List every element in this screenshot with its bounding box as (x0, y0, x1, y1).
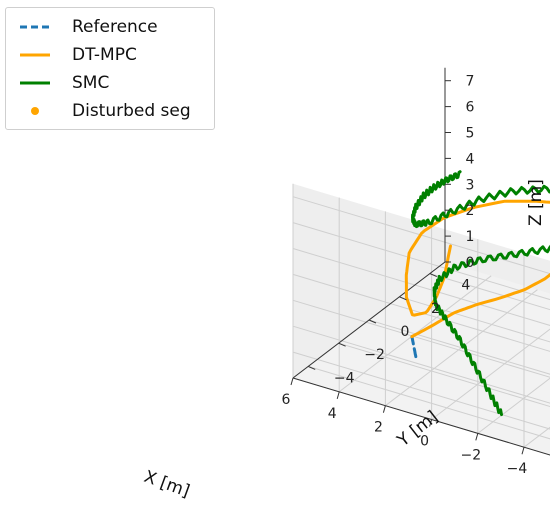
legend-swatch-dt-mpc (14, 42, 56, 68)
y-tick-label: 0 (401, 324, 410, 340)
legend-item-reference: Reference (6, 14, 214, 40)
y-tick-label: 4 (461, 278, 470, 294)
y-tick-label: −2 (364, 347, 385, 363)
legend-item-dt-mpc: DT-MPC (6, 42, 214, 68)
x-tick-label: 6 (282, 392, 291, 408)
x-tick-mark (476, 433, 478, 440)
x-tick-mark (383, 406, 385, 413)
z-tick-label: 5 (466, 126, 475, 142)
z-tick-label: 1 (466, 229, 475, 245)
x-tick-mark (337, 392, 339, 399)
legend-label-disturbed-seg: Disturbed seg (72, 101, 191, 121)
legend-label-reference: Reference (72, 17, 158, 37)
x-tick-label: −2 (460, 447, 481, 463)
z-tick-label: 7 (466, 74, 475, 90)
legend: Reference DT-MPC SMC Disturbed seg (5, 7, 215, 130)
z-tick-label: 2 (466, 203, 475, 219)
z-axis-label: Z [m] (526, 179, 546, 226)
legend-item-smc: SMC (6, 70, 214, 96)
legend-swatch-smc (14, 70, 56, 96)
z-tick-label: 6 (466, 100, 475, 116)
legend-label-dt-mpc: DT-MPC (72, 45, 137, 65)
x-tick-label: 4 (328, 406, 337, 422)
x-tick-label: 2 (374, 420, 383, 436)
z-tick-label: 4 (466, 151, 475, 167)
x-axis-label: X [m] (141, 467, 192, 502)
z-tick-label: 0 (466, 255, 475, 271)
y-tick-label: 2 (431, 301, 440, 317)
z-tick-label: 3 (466, 177, 475, 193)
legend-item-disturbed-seg: Disturbed seg (6, 98, 214, 124)
x-tick-mark (291, 378, 293, 385)
x-tick-label: −4 (507, 461, 528, 477)
legend-label-smc: SMC (72, 73, 109, 93)
x-tick-mark (522, 447, 524, 454)
legend-swatch-disturbed-seg (14, 98, 56, 124)
legend-swatch-reference (14, 14, 56, 40)
y-tick-label: −4 (334, 370, 355, 386)
